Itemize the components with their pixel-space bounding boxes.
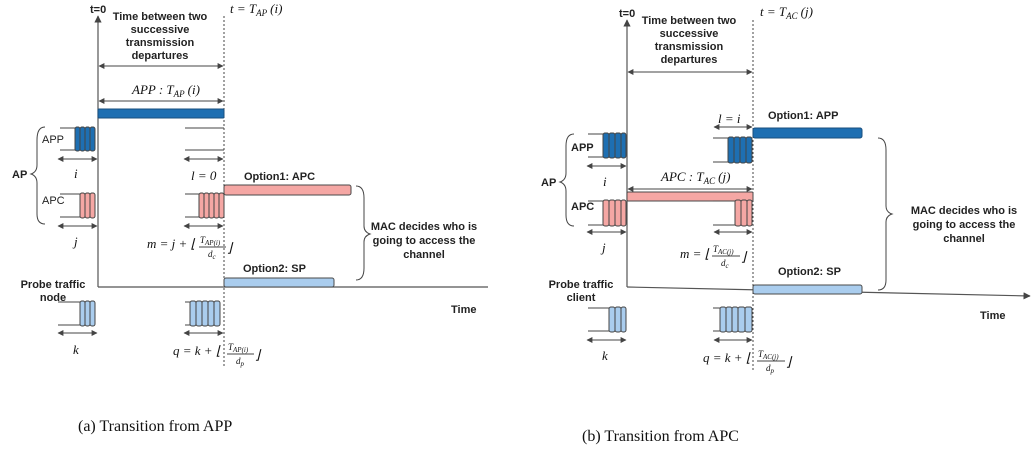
panel-a-time-label: Time [451,304,476,316]
panel-a-mac-1: MAC decides who is [371,221,477,233]
panel-b-probe-queue-packets [608,306,627,333]
panel-a-app-queue-packets [74,126,96,152]
panel-a-mac-2: going to access the [373,235,476,247]
panel-a-mac-brace [355,185,372,281]
panel-a-option2-bar [223,277,335,288]
panel-a-k: k [73,342,79,357]
panel-a-t0: t=0 [90,4,106,16]
panel-a-option1: Option1: APC [244,171,315,183]
panel-a-app-queue-label: APP [42,134,64,146]
panel-a-t-label: t = TAP (i) [230,1,282,18]
panel-b: t=0 t = TAC (j) Time between two successi… [541,4,1031,445]
panel-b-m-eq: m = ⌊ [680,246,710,261]
panel-a-apc-queue-label: APC [42,195,65,207]
panel-b-m-denominator: dc [721,258,730,270]
panel-b-t-label: t = TAC (j) [760,4,813,21]
panel-b-mac-3: channel [943,233,985,245]
panel-b-time-between-2: successive [660,28,719,40]
panel-b-m-numerator: TAC(j) [713,244,734,256]
panel-a-m-numerator: TAP(i) [200,235,221,247]
panel-b-apc-queue-label: APC [571,201,594,213]
panel-b-q-numerator: TAC(j) [758,349,779,361]
panel-b-probe-1: Probe traffic [549,279,614,291]
panel-b-option2: Option2: SP [778,266,841,278]
panel-a-mac-3: channel [403,249,445,261]
panel-b-q-eq: q = k + ⌊ [703,350,751,365]
panel-b-time-between-1: Time between two [642,15,737,27]
panel-a-option1-bar [223,184,352,196]
panel-a-i: i [74,166,78,181]
panel-b-q-denominator: dp [766,363,775,375]
panel-a-time-between-2: successive [131,24,190,36]
panel-b-caption: (b) Transition from APC [582,428,739,445]
panel-b-apc-queue2-packets [734,199,753,227]
panel-b-option1-bar [752,127,863,139]
panel-b-option2-bar [752,284,863,295]
panel-b-k: k [602,348,608,363]
panel-b-time-between-3: transmission [655,41,724,53]
panel-a-probe-1: Probe traffic [21,279,86,291]
panel-a-m-floor-close: ⌋ [227,240,234,255]
panel-b-i: i [603,174,607,189]
panel-a-probe-queue2-packets [189,300,221,327]
panel-a-ap-label: AP [12,169,27,181]
panel-b-apc-queue-packets [602,199,627,227]
panel-b-app-queue-packets [602,132,627,159]
panel-b-apc-label: APC : TAC (j) [660,169,730,186]
panel-b-time-between-4: departures [661,54,718,66]
panel-a-caption: (a) Transition from APP [78,418,232,435]
panel-a-time-between-1: Time between two [113,11,208,23]
panel-b-option1: Option1: APP [768,110,838,122]
panel-a-q-numerator: TAP(i) [228,342,249,354]
panel-b-mac-2: going to access the [913,219,1016,231]
panel-a-time-between-4: departures [132,50,189,62]
panel-b-probe-queue2-packets [719,306,753,333]
panel-a-apc-queue2-packets [198,192,225,219]
panel-b-q-floor-close: ⌋ [786,354,793,369]
panel-b-apc-transmission-bar [626,191,754,202]
panel-a-ap-brace [29,126,46,225]
panel-b-j: j [600,240,606,255]
panel-a-q-denominator: dp [236,356,245,368]
panel-b-ap-brace [558,133,575,227]
panel-b-m-floor-close: ⌋ [741,249,748,264]
panel-b-time-label: Time [980,310,1005,322]
panel-b-probe-2: client [567,292,596,304]
panel-b-mac-brace [877,137,894,291]
panel-a-app-transmission-bar [97,108,225,119]
panel-a-j: j [72,234,78,249]
panel-a-m-denominator: dc [208,249,217,261]
panel-a-apc-queue-packets [79,192,96,219]
panel-a-option2: Option2: SP [243,263,306,275]
panel-a-q-floor-close: ⌋ [255,347,262,362]
panel-a-time-between-3: transmission [126,37,195,49]
panel-b-app-queue2-packets [727,136,753,164]
panel-b-t0: t=0 [619,8,635,20]
panel-b-app-queue-label: APP [571,142,594,154]
panel-a-app-label: APP : TAP (i) [131,82,200,99]
panel-a-q-eq: q = k + ⌊ [173,343,221,358]
panel-b-mac-1: MAC decides who is [911,205,1017,217]
panel-a-m-eq: m = j + ⌊ [147,236,196,251]
panel-a-probe-queue-packets [79,300,96,327]
panel-b-l-eq: l = i [718,111,741,126]
panel-a-l-eq: l = 0 [191,168,217,183]
panel-a-probe-2: node [40,292,66,304]
panel-b-ap-label: AP [541,177,556,189]
panel-a: t=0 t = TAP (i) Time between two successi… [12,1,488,435]
